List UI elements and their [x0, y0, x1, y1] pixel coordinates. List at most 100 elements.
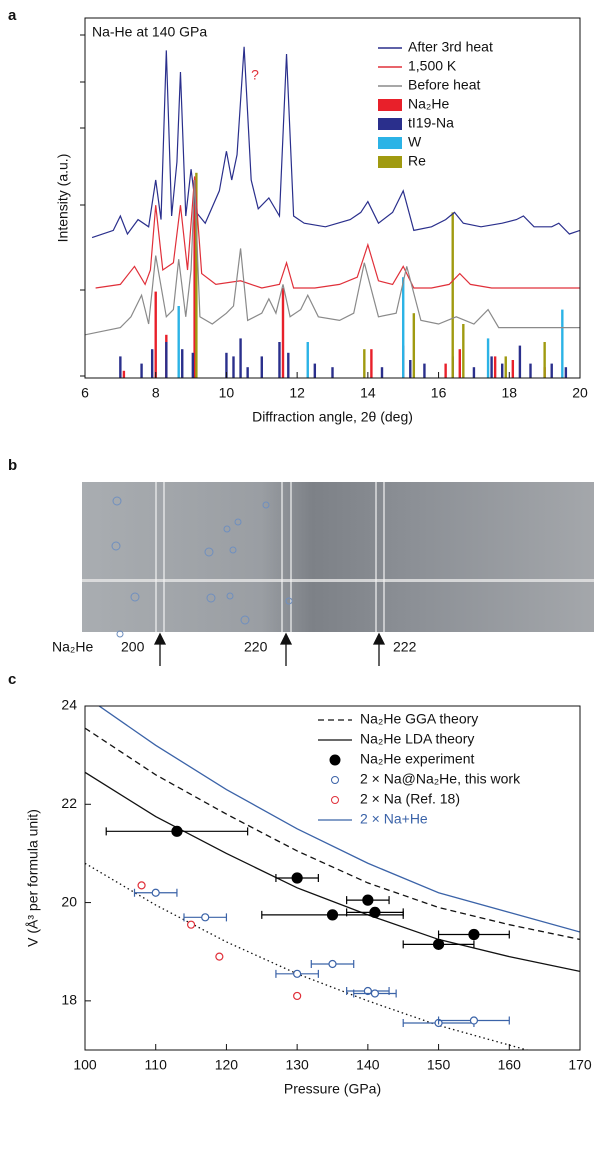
- reference-peak: [193, 180, 196, 378]
- legend-marker: [331, 796, 339, 804]
- reference-peak: [150, 349, 154, 378]
- y-tick-label: 24: [61, 697, 77, 713]
- point: [215, 952, 224, 961]
- reflection-label: 220: [244, 639, 268, 655]
- reference-peak: [493, 356, 497, 378]
- plot-frame: [84, 705, 581, 1051]
- reference-peak: [518, 345, 522, 378]
- trace: [85, 179, 580, 336]
- reference-peak: [181, 349, 184, 378]
- legend-label: tI19-Na: [408, 115, 454, 131]
- reference-peak: [246, 367, 249, 378]
- x-tick-label: 16: [431, 385, 447, 401]
- reference-peak: [313, 363, 317, 378]
- point: [370, 989, 380, 998]
- reference-peak: [165, 342, 168, 378]
- reference-peak: [225, 352, 228, 378]
- curve: [85, 862, 530, 1050]
- legend-label: Na₂He LDA theory: [360, 731, 474, 747]
- reference-peak: [409, 360, 412, 378]
- legend-swatch: [378, 118, 402, 130]
- x-tick-label: 14: [360, 385, 376, 401]
- reference-peak: [561, 309, 564, 378]
- point: [201, 913, 210, 922]
- y-axis-label: Intensity (a.u.): [55, 154, 71, 243]
- reference-peak: [564, 367, 568, 378]
- point: [186, 920, 196, 929]
- point: [171, 825, 183, 837]
- reference-peak: [451, 212, 454, 378]
- reference-peak: [154, 291, 157, 378]
- curve: [85, 771, 580, 973]
- reference-peak: [278, 342, 281, 378]
- reference-peak: [472, 367, 476, 378]
- reference-peak: [260, 356, 263, 378]
- x-tick-label: 170: [568, 1057, 592, 1073]
- panel-letter: a: [8, 7, 17, 24]
- legend-label: Re: [408, 153, 426, 169]
- x-tick-label: 150: [427, 1057, 451, 1073]
- reference-peak: [543, 342, 546, 378]
- point: [363, 986, 372, 996]
- point: [432, 938, 445, 950]
- title: Na-He at 140 GPa: [92, 24, 207, 40]
- point: [326, 909, 339, 921]
- x-tick-label: 18: [501, 385, 517, 401]
- point: [293, 991, 302, 1001]
- reference-peak: [122, 370, 126, 378]
- y-tick-label: 22: [61, 795, 77, 811]
- reference-peak: [380, 367, 384, 378]
- point: [293, 969, 302, 978]
- x-tick-label: 20: [572, 385, 588, 401]
- x-tick-label: 140: [356, 1057, 380, 1073]
- x-tick-label: 10: [219, 385, 235, 401]
- reference-peak: [462, 324, 465, 378]
- arrows: [153, 632, 386, 666]
- reference-peak: [306, 342, 309, 378]
- point: [468, 928, 480, 941]
- reference-peak: [504, 356, 507, 378]
- reference-peak: [458, 349, 461, 378]
- x-tick-label: 6: [81, 385, 89, 401]
- reflection-label: 200: [121, 639, 145, 655]
- point: [291, 872, 303, 884]
- point: [137, 881, 146, 890]
- reference-peak: [119, 356, 122, 378]
- legend-label: 2 × Na@Na₂He, this work: [360, 771, 521, 787]
- point: [151, 888, 160, 897]
- curve: [98, 706, 580, 933]
- x-tick-label: 12: [289, 385, 305, 401]
- y-tick-label: 20: [61, 893, 77, 909]
- x-tick-label: 160: [498, 1057, 522, 1073]
- legend-label: Before heat: [408, 77, 480, 93]
- x-tick-label: 120: [215, 1057, 239, 1073]
- legend-swatch: [378, 156, 402, 168]
- reference-peak: [423, 363, 426, 378]
- y-minor-ticks: [80, 34, 85, 377]
- x-axis-label: Diffraction angle, 2θ (deg): [252, 409, 413, 425]
- trace: [91, 46, 580, 239]
- legend-label: After 3rd heat: [408, 39, 493, 55]
- legend-swatch: [378, 137, 402, 149]
- reflection-label: 222: [393, 639, 417, 655]
- plot-frame: [84, 17, 581, 379]
- x-axis-label: Pressure (GPa): [284, 1081, 381, 1097]
- legend-swatch: [378, 99, 402, 111]
- trace: [95, 176, 580, 289]
- reference-peak: [195, 172, 198, 378]
- y-tick-label: 18: [61, 992, 77, 1008]
- reference-peak: [412, 313, 416, 378]
- diffraction-image: [82, 482, 594, 638]
- point: [328, 959, 337, 969]
- reference-peak: [486, 338, 490, 378]
- reference-peak: [529, 363, 532, 378]
- reference-peak: [232, 356, 235, 378]
- reference-peak: [281, 288, 285, 378]
- reference-peak: [177, 306, 180, 378]
- point: [469, 1016, 479, 1025]
- point: [362, 894, 374, 906]
- plot-area: [85, 706, 580, 1050]
- reference-peak: [331, 367, 334, 378]
- reference-peak: [239, 338, 242, 378]
